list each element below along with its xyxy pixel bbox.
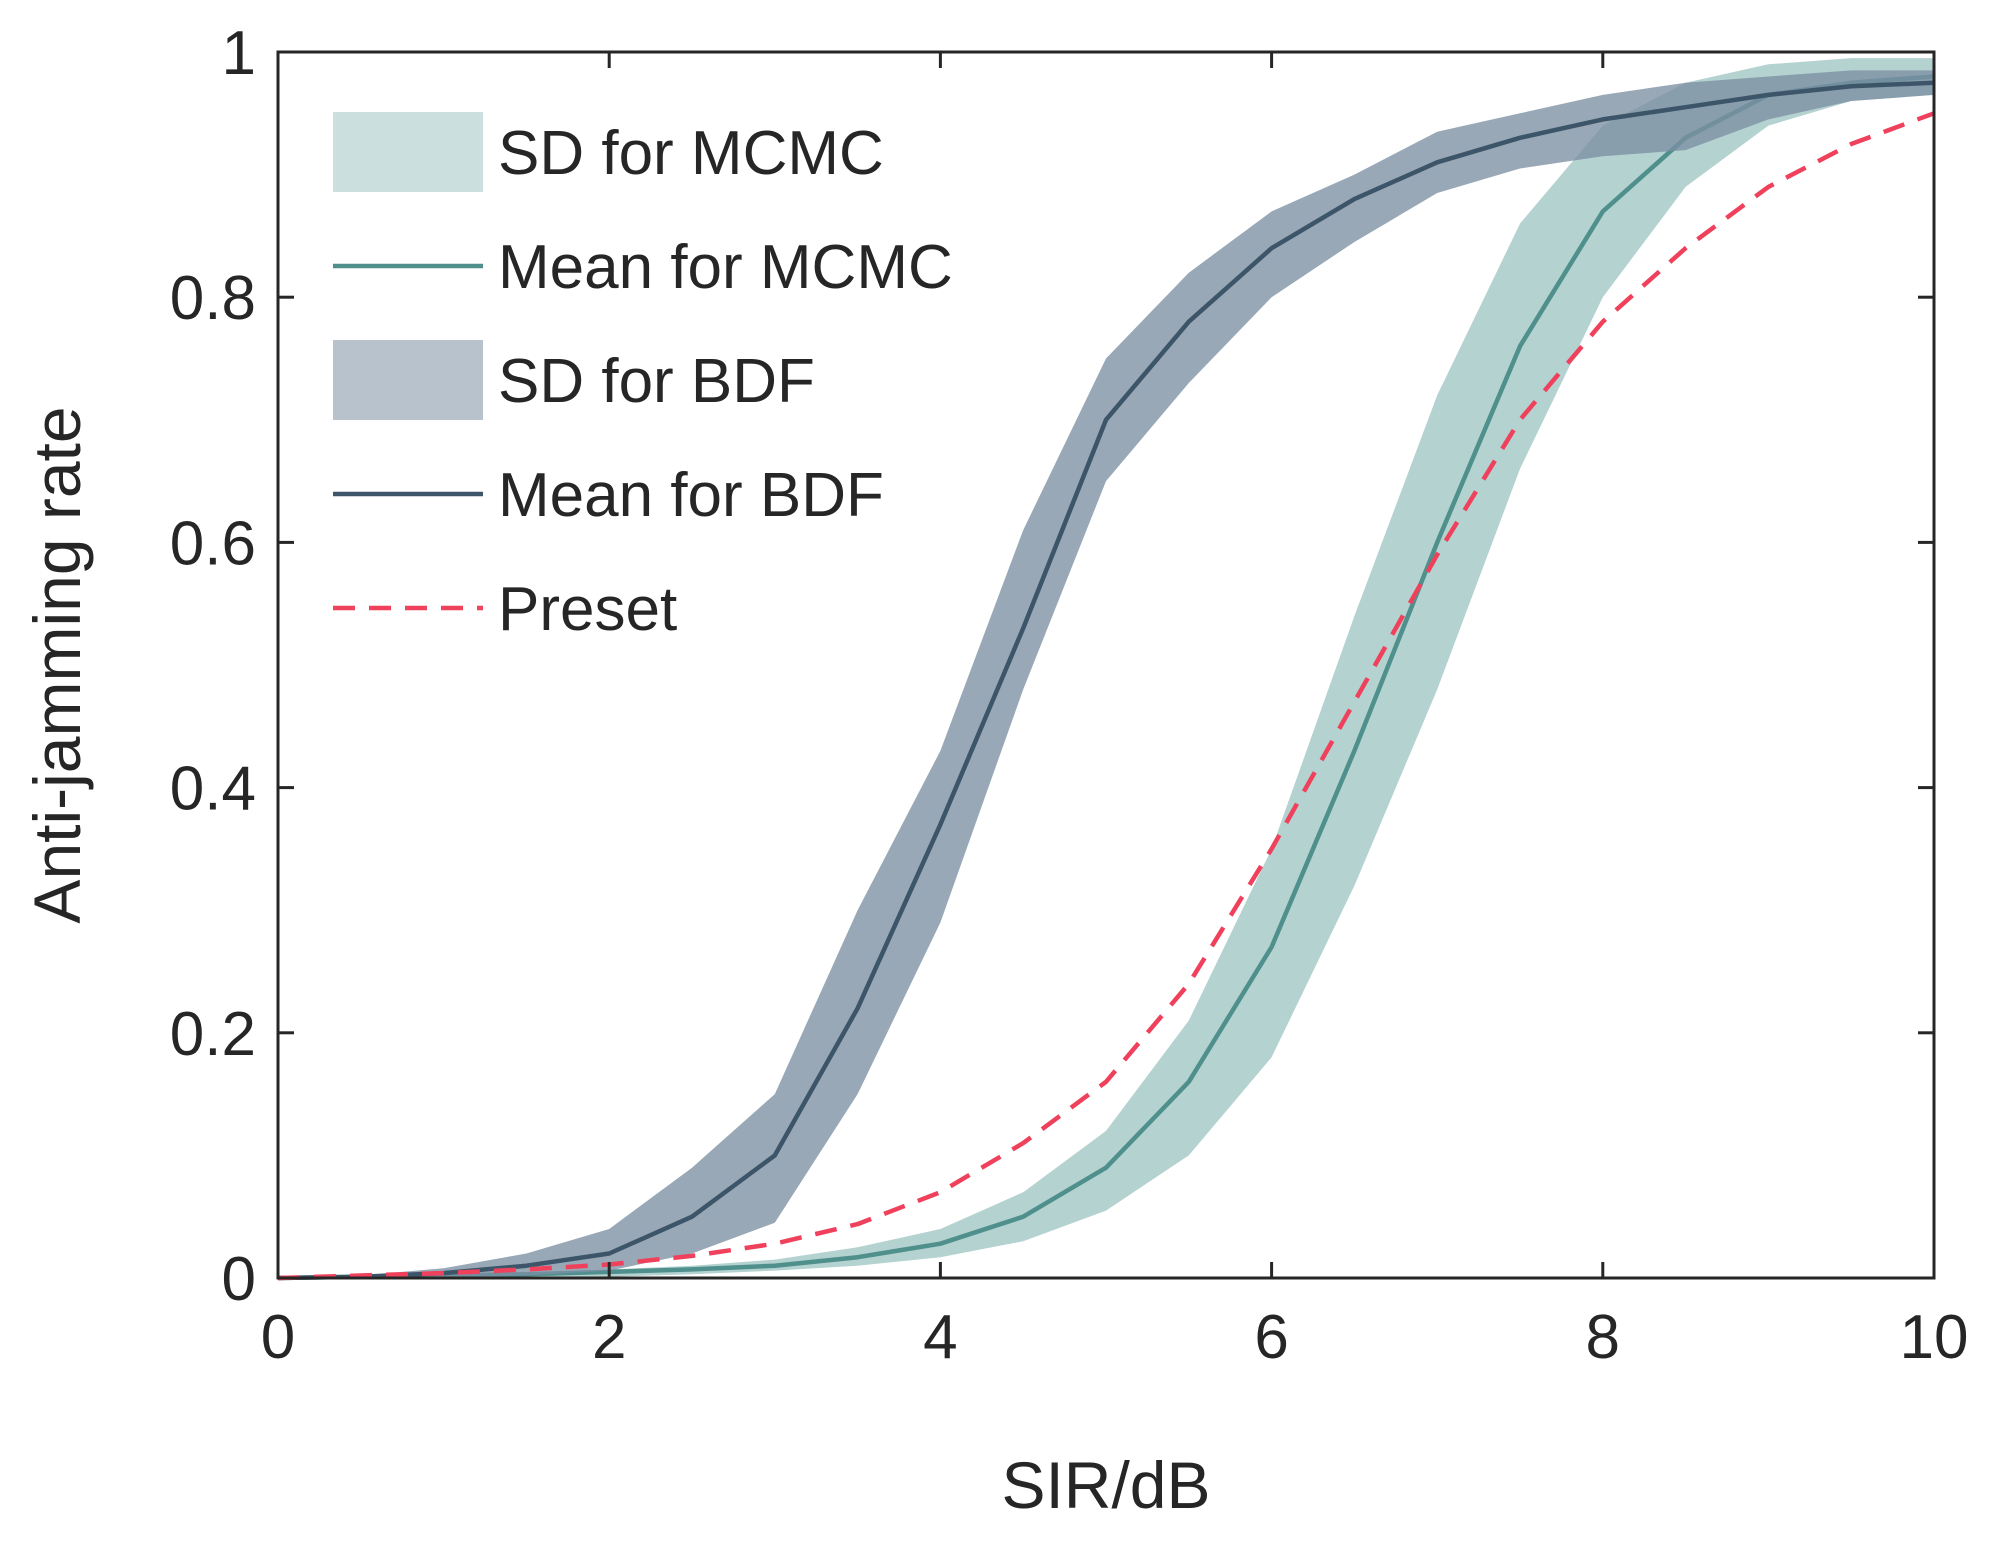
x-tick-label: 2 — [592, 1303, 626, 1372]
legend: SD for MCMC Mean for MCMC SD for BDF Mean f… — [333, 112, 953, 644]
series-layer — [277, 58, 1935, 1281]
legend-swatch-sd-for-bdf — [333, 340, 483, 420]
y-tick-label: 0.6 — [170, 509, 256, 578]
legend-label-mean-for-mcmc: Mean for MCMC — [498, 233, 953, 302]
legend-swatch-sd-for-mcmc — [333, 112, 483, 192]
y-tick-label: 0.8 — [170, 264, 256, 333]
x-tick-label: 8 — [1586, 1303, 1620, 1372]
plot-area — [278, 52, 1934, 1278]
y-tick-label: 1 — [222, 19, 256, 88]
x-axis-label: SIR/dB — [1001, 1448, 1210, 1522]
x-tick-label: 0 — [261, 1303, 295, 1372]
legend-label-sd-for-bdf: SD for BDF — [498, 347, 815, 416]
legend-label-sd-for-mcmc: SD for MCMC — [498, 119, 884, 188]
legend-label-preset: Preset — [498, 575, 677, 644]
axes-box — [276, 50, 1936, 1280]
x-tick-label: 10 — [1900, 1303, 1969, 1372]
series-band-sd-for-mcmc — [278, 58, 1934, 1279]
y-tick-label: 0.2 — [170, 1000, 256, 1069]
legend-label-mean-for-bdf: Mean for BDF — [498, 461, 884, 530]
x-tick-label: 6 — [1254, 1303, 1288, 1372]
y-tick-label: 0 — [222, 1245, 256, 1314]
y-tick-label: 0.4 — [170, 755, 256, 824]
series-line-preset — [277, 111, 1935, 1281]
ticks-layer: 0 2 4 6 8 10 0 0.2 0.4 0.6 0.8 1 — [170, 19, 1969, 1372]
series-line-mean-for-bdf — [277, 80, 1935, 1281]
y-axis-label: Anti-jamming rate — [20, 406, 94, 923]
x-tick-label: 4 — [923, 1303, 957, 1372]
